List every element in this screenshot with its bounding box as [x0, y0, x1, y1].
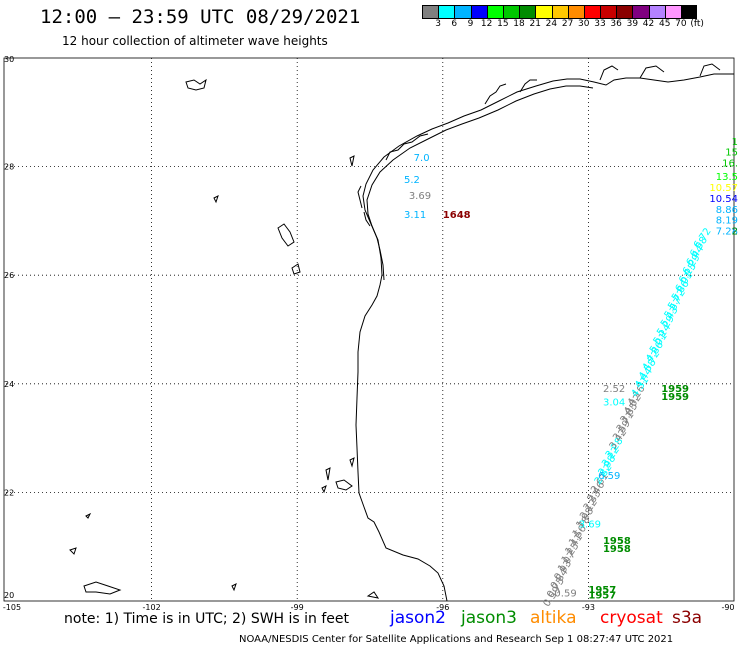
legend-swatch: [438, 5, 455, 19]
legend-label: 3: [435, 19, 441, 29]
legend-swatch: [535, 5, 552, 19]
wave-height-label: 10.57: [709, 183, 738, 194]
legend-swatch: [632, 5, 649, 19]
legend-swatch: [502, 5, 520, 19]
time-label: 1957: [588, 590, 616, 601]
legend-swatch: [519, 5, 536, 19]
legend-label: 15: [497, 19, 509, 29]
legend-label: 39: [626, 19, 639, 29]
satellite-jason3: jason3: [461, 608, 517, 628]
lat-tick-label: 30: [4, 55, 14, 64]
legend-label: 33: [594, 19, 606, 29]
map-grid: [6, 58, 734, 601]
wave-height-label: 16.: [722, 159, 738, 170]
wave-height-label: 8.19: [716, 216, 738, 227]
legend-swatch: [567, 5, 584, 19]
lat-tick-label: 20: [4, 591, 14, 600]
satellite-altika: altika: [530, 608, 577, 628]
map-frame: [3, 57, 735, 602]
legend-swatch: [422, 5, 439, 19]
wave-height-label: 13.5: [716, 172, 738, 183]
time-label: 2: [732, 226, 738, 237]
legend-label: 12: [480, 19, 493, 29]
legend-swatch: [648, 5, 665, 19]
legend-label: 45: [658, 19, 671, 29]
altimeter-labels: 7.05.23.693.11 164811516.13.510.5710.548.…: [404, 137, 738, 601]
legend-label: 42: [642, 19, 655, 29]
credit-line: NOAA/NESDIS Center for Satellite Applica…: [239, 634, 674, 645]
legend-swatch: [681, 5, 698, 19]
coastline-barrier: [366, 85, 594, 281]
legend-swatch: [600, 5, 617, 19]
coastline-gulf: [355, 73, 734, 602]
time-label: 15: [725, 148, 738, 159]
coastline-lakes: [69, 78, 380, 599]
footer-note: note: 1) Time is in UTC; 2) SWH is in fe…: [64, 611, 350, 627]
satellite-jason2: jason2: [390, 608, 446, 628]
time-label: 1959: [661, 384, 689, 395]
time-label: 1959: [661, 392, 689, 403]
coastline: [69, 63, 734, 602]
legend-label: 6: [451, 19, 458, 29]
lat-tick-label: 28: [4, 163, 14, 172]
satellite-s3a: s3a: [672, 608, 703, 628]
legend-swatch: [616, 5, 633, 19]
time-label: 1957: [588, 585, 616, 596]
wave-height-label: 7.0: [414, 153, 430, 164]
lon-tick-label: -105: [3, 603, 21, 612]
legend-label: 36: [610, 19, 622, 29]
legend-swatch: [486, 5, 503, 19]
legend-swatch: [583, 5, 601, 19]
lat-tick-label: 22: [4, 488, 14, 497]
color-legend: 3 6 9 12 15 18 21 24 27 30 33 36 39 42 45 70 (ft): [422, 5, 705, 29]
legend-label: 27: [561, 19, 574, 29]
track-value: 6.72: [692, 226, 714, 251]
legend-label: 18: [513, 19, 525, 29]
legend-labels: 3 6 9 12 15 18 21 24 27 30 33 36 39 42 45 70 (ft): [430, 19, 705, 29]
legend-label: 30: [578, 19, 590, 29]
time-label: 1648: [443, 210, 471, 221]
legend-label: 9: [467, 19, 474, 29]
legend-swatch: [664, 5, 681, 19]
page-title: 12:00 – 23:59 UTC 08/29/2021: [40, 6, 361, 28]
wave-height-label: 10.54: [709, 194, 738, 205]
wave-height-label: 6.59: [598, 471, 620, 482]
wave-height-label: 0.59: [554, 589, 576, 600]
time-label: 1958: [603, 544, 631, 555]
axis-labels: -105 -102 -99 -96 -93 -90 30 28 26 24 22 20: [3, 55, 735, 612]
legend-label: 70: [675, 19, 687, 29]
legend-label: 21: [529, 19, 541, 29]
wave-height-label: 5.2: [404, 175, 420, 186]
lon-tick-label: -90: [721, 603, 734, 612]
lon-tick-label: -93: [582, 603, 595, 612]
legend-swatch: [551, 5, 568, 19]
legend-label: (ft): [690, 19, 704, 29]
coastline-bays: [357, 63, 721, 227]
legend-swatches: [422, 5, 705, 19]
lat-tick-label: 24: [4, 380, 14, 389]
wave-height-label: 3.69: [409, 191, 431, 202]
time-label: 1958: [603, 536, 631, 547]
wave-height-label: 2.52: [603, 384, 625, 395]
lon-tick-label: -96: [436, 603, 449, 612]
legend-label: 24: [545, 19, 558, 29]
wave-height-label: 3.69: [579, 520, 601, 531]
legend-swatch: [454, 5, 471, 19]
lon-tick-label: -99: [291, 603, 304, 612]
lat-tick-label: 26: [4, 271, 14, 280]
page-subtitle: 12 hour collection of altimeter wave hei…: [62, 34, 328, 48]
wave-height-label: 8.86: [716, 205, 738, 216]
wave-height-label: 7.28: [716, 226, 738, 237]
legend-swatch: [470, 5, 487, 19]
satellite-cryosat: cryosat: [600, 608, 663, 628]
wave-height-label: 3.11: [404, 210, 426, 221]
time-label: 1: [732, 137, 738, 148]
lon-tick-label: -102: [143, 603, 161, 612]
wave-height-label: 3.04: [603, 398, 625, 409]
